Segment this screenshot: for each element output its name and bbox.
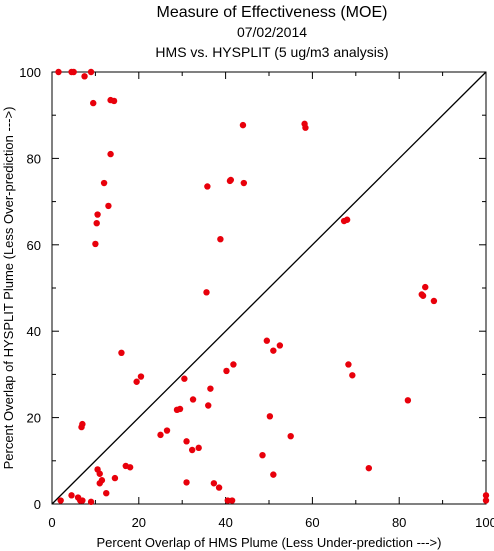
- data-point: [181, 375, 188, 382]
- chart-subtitle-analysis: HMS vs. HYSPLIT (5 ug/m3 analysis): [155, 44, 388, 60]
- data-point: [183, 438, 190, 445]
- data-point: [103, 490, 110, 497]
- data-point: [345, 361, 352, 368]
- data-point: [94, 211, 101, 218]
- data-point: [96, 480, 103, 487]
- data-point: [96, 470, 103, 477]
- data-point: [266, 413, 274, 420]
- data-point: [422, 283, 429, 291]
- data-point: [87, 498, 95, 506]
- data-point: [189, 396, 197, 403]
- data-point: [276, 342, 284, 349]
- data-point: [87, 68, 95, 76]
- y-tick-label: 60: [27, 238, 41, 253]
- data-point: [157, 431, 164, 439]
- x-axis-label: Percent Overlap of HMS Plume (Less Under…: [97, 535, 442, 550]
- chart-title: Measure of Effectiveness (MOE): [157, 4, 388, 21]
- data-point: [81, 73, 88, 80]
- data-point: [343, 216, 351, 223]
- x-tick-label: 40: [218, 515, 232, 530]
- axis-ticks: [51, 71, 487, 505]
- data-point: [240, 179, 248, 187]
- y-tick-label: 20: [27, 411, 41, 426]
- data-point: [215, 484, 223, 491]
- data-point: [79, 420, 86, 428]
- data-point: [270, 347, 277, 354]
- data-point: [195, 444, 202, 452]
- x-tick-label: 60: [305, 515, 319, 530]
- data-point: [173, 406, 181, 414]
- data-point: [419, 292, 427, 299]
- y-tick-label: 40: [27, 324, 41, 339]
- data-point: [482, 497, 490, 504]
- data-point: [68, 492, 75, 499]
- data-point: [163, 427, 171, 434]
- data-point: [287, 432, 294, 440]
- y-tick-label: 80: [27, 151, 41, 166]
- data-point: [430, 297, 438, 305]
- data-point: [137, 373, 145, 380]
- data-point: [217, 235, 224, 243]
- y-axis-label: Percent Overlap of HYSPLIT Plume (Less O…: [1, 107, 16, 470]
- data-points: [55, 68, 490, 506]
- data-point: [205, 402, 212, 409]
- data-point: [79, 497, 86, 504]
- data-point: [228, 497, 236, 504]
- data-point: [93, 220, 100, 227]
- data-point: [239, 121, 247, 129]
- data-point: [183, 479, 190, 486]
- data-point: [107, 150, 114, 158]
- data-point: [230, 361, 237, 368]
- x-tick-labels: 0 20 40 60 80 100: [48, 515, 494, 530]
- x-tick-label: 20: [132, 515, 146, 530]
- data-point: [207, 385, 214, 392]
- data-point: [110, 97, 118, 105]
- data-point: [70, 68, 77, 76]
- data-point: [188, 446, 196, 454]
- data-point: [126, 464, 134, 471]
- one-to-one-reference-line: [51, 71, 487, 505]
- data-point: [57, 497, 64, 504]
- data-point: [349, 372, 356, 379]
- data-point: [111, 474, 119, 482]
- x-tick-label: 0: [48, 515, 55, 530]
- data-point: [226, 177, 234, 185]
- data-point: [223, 367, 230, 375]
- data-point: [270, 471, 277, 478]
- data-point: [90, 99, 97, 107]
- data-point: [105, 202, 112, 210]
- x-tick-label: 100: [475, 515, 494, 530]
- y-tick-label: 100: [19, 65, 41, 80]
- data-point: [259, 451, 266, 459]
- data-point: [263, 337, 271, 344]
- data-point: [133, 378, 140, 385]
- chart-subtitle-date: 07/02/2014: [237, 24, 307, 40]
- data-point: [118, 349, 125, 356]
- data-point: [404, 397, 412, 404]
- x-tick-label: 80: [392, 515, 406, 530]
- y-tick-label: 0: [34, 497, 41, 512]
- data-point: [204, 183, 211, 190]
- data-point: [92, 240, 99, 248]
- data-point: [210, 480, 218, 487]
- y-tick-labels: 0 20 40 60 80 100: [19, 65, 41, 512]
- data-point: [203, 289, 210, 296]
- data-point: [55, 68, 62, 76]
- data-point: [302, 124, 309, 131]
- data-point: [365, 464, 373, 472]
- data-point: [482, 492, 490, 499]
- data-point: [100, 179, 108, 187]
